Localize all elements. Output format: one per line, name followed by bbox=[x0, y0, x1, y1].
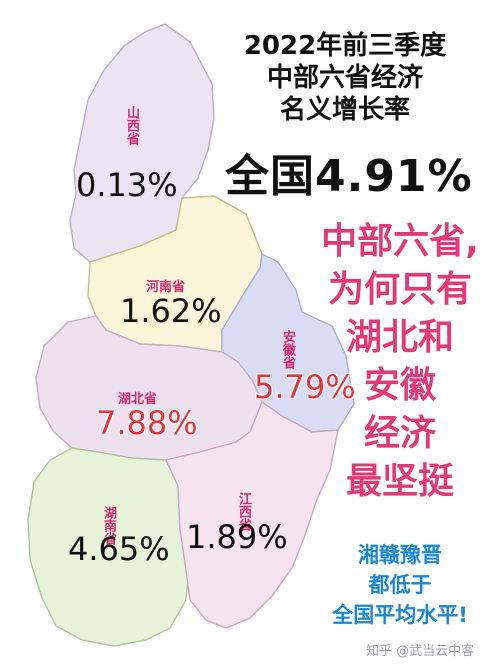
title-line-2: 中部六省经济 bbox=[266, 63, 423, 93]
subtitle-note: 湘赣豫晋 都低于 全国平均水平! bbox=[300, 540, 500, 630]
headline-line-2: 为何只有 bbox=[327, 269, 472, 310]
sub-line-3: 全国平均水平! bbox=[332, 603, 468, 627]
province-value-henan: 1.62% bbox=[120, 292, 222, 330]
title-line-3: 名义增长率 bbox=[279, 95, 410, 125]
headline-line-1: 中部六省, bbox=[321, 221, 479, 262]
headline-line-6: 最坚挺 bbox=[345, 461, 454, 502]
province-name-anhui: 安徽省 bbox=[280, 330, 295, 369]
title-line-1: 2022年前三季度 bbox=[243, 31, 447, 61]
province-shanxi bbox=[69, 23, 215, 263]
headline-line-3: 湖北和 bbox=[345, 317, 454, 358]
headline-line-5: 经济 bbox=[363, 413, 436, 454]
headline-line-4: 安徽 bbox=[363, 365, 436, 406]
province-name-hunan: 湖南省 bbox=[101, 506, 116, 545]
province-value-shanxi: 0.13% bbox=[76, 166, 178, 204]
headline-question: 中部六省, 为何只有 湖北和 安徽 经济 最坚挺 bbox=[300, 218, 500, 506]
province-value-hubei: 7.88% bbox=[96, 404, 198, 442]
province-value-hunan: 4.65% bbox=[68, 530, 170, 568]
province-name-henan: 河南省 bbox=[146, 280, 186, 295]
chart-title: 2022年前三季度 中部六省经济 名义增长率 bbox=[220, 30, 470, 126]
province-value-anhui: 5.79% bbox=[254, 368, 356, 406]
province-jiangxi bbox=[165, 400, 339, 629]
sub-line-2: 都低于 bbox=[368, 573, 432, 597]
province-name-shanxi: 山西省 bbox=[124, 106, 139, 145]
province-value-jiangxi: 1.89% bbox=[186, 518, 288, 556]
province-name-hubei: 湖北省 bbox=[118, 392, 158, 407]
sub-line-1: 湘赣豫晋 bbox=[358, 543, 442, 567]
province-name-jiangxi: 江西省 bbox=[236, 492, 251, 531]
national-growth: 全国4.91% bbox=[225, 151, 473, 202]
watermark: 知乎 @武当云中客 bbox=[366, 644, 475, 659]
